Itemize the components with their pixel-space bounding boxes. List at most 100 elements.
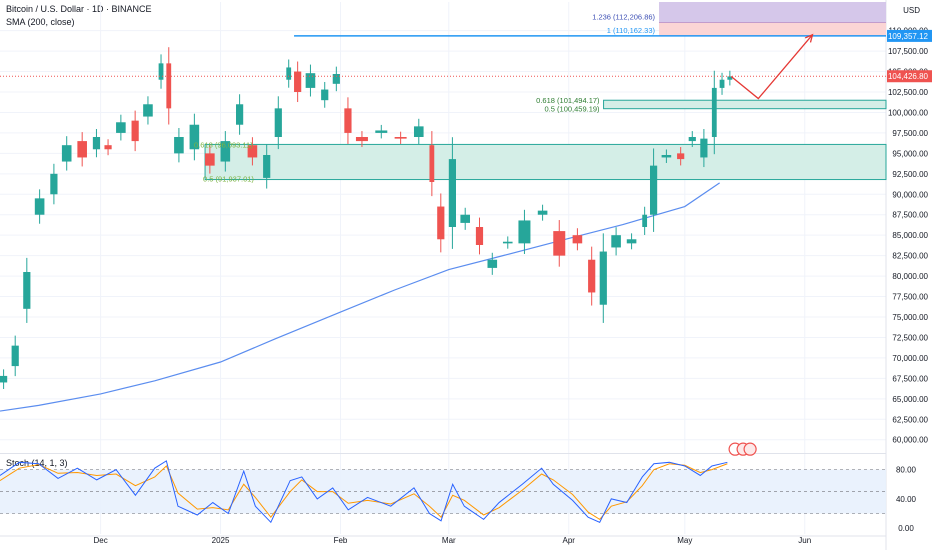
time-tick-label: May [677, 536, 692, 545]
candle-body [487, 259, 498, 268]
candle-body [537, 210, 548, 215]
candle-body [677, 153, 685, 160]
candle-body [553, 231, 566, 256]
fib-zone-label: 0.5 (91,937.01) [203, 174, 254, 183]
symbol-title: Bitcoin / U.S. Dollar · 1D · BINANCE [6, 4, 152, 14]
candle-body [649, 165, 658, 215]
candle-body [460, 214, 471, 223]
stoch-tick-label: 40.00 [896, 495, 917, 504]
price-axis[interactable]: 60,000.00 62,500.00 65,000.00 67,500.00 70,0… [887, 27, 932, 534]
fib-retracement-label: 0.5 (100,459.19) [545, 105, 601, 114]
candle-body [205, 153, 215, 166]
candle-body [61, 145, 72, 162]
fib-extension-label: 1 (110,162.33) [607, 26, 656, 35]
candles-layer [0, 47, 733, 389]
candle-body [305, 73, 316, 88]
candle-body [611, 235, 621, 248]
candle-body [166, 63, 172, 109]
candle-body [688, 137, 696, 142]
candle-body [247, 145, 258, 158]
candle-body [23, 272, 31, 309]
time-tick-label: Apr [563, 536, 576, 545]
time-axis[interactable]: Dec 2025 Feb Mar Apr May Jun [93, 536, 811, 545]
candle-body [263, 155, 271, 178]
candle-body [588, 259, 596, 293]
support-zone [204, 143, 887, 181]
price-tick-label: 65,000.00 [892, 395, 928, 404]
price-tick-label: 87,500.00 [892, 211, 928, 220]
fib-extension-label: 1.236 (112,206.86) [592, 12, 655, 21]
time-tick-label: Mar [442, 536, 456, 545]
candle-body [355, 137, 368, 142]
grid-lines [0, 0, 887, 550]
candle-body [448, 159, 456, 227]
time-tick-label: Jun [798, 536, 811, 545]
candle-body [34, 198, 45, 215]
time-tick-label: Dec [93, 536, 107, 545]
candle-body [727, 76, 733, 80]
event-badge-icon [743, 442, 757, 456]
stoch-tick-label: 80.00 [896, 466, 917, 475]
stoch-tick-label: 0.00 [898, 524, 914, 533]
current-price-badge [887, 70, 932, 83]
candle-body [719, 79, 725, 88]
price-tick-label: 85,000.00 [892, 231, 928, 240]
stoch-k-line [0, 460, 728, 524]
stoch-legend: Stoch (14, 1, 3) [6, 458, 68, 468]
candle-body [394, 137, 407, 139]
price-tick-label: 67,500.00 [892, 374, 928, 383]
candle-body [344, 108, 352, 133]
candle-body [437, 206, 445, 240]
stochastic-layer [0, 460, 886, 524]
annotations-layer: 1.236 (112,206.86) 1 (110,162.33) 0.618 (1… [0, 12, 886, 456]
price-tick-label: 95,000.00 [892, 149, 928, 158]
candle-body [143, 104, 153, 117]
candle-body [294, 71, 302, 92]
candle-body [236, 104, 244, 125]
candle-body [413, 126, 424, 137]
candle-body [174, 137, 184, 154]
price-tick-label: 107,500.00 [888, 47, 929, 56]
projection-arrow [730, 34, 813, 100]
candle-body [274, 108, 282, 137]
candle-body [375, 130, 388, 133]
candle-body [92, 137, 101, 150]
sma-200-line [0, 182, 720, 412]
candle-body [572, 235, 583, 244]
candle-body [332, 74, 340, 84]
candle-body [0, 375, 8, 383]
price-tick-label: 100,000.00 [888, 108, 929, 117]
candle-body [50, 173, 58, 195]
price-tick-label: 80,000.00 [892, 272, 928, 281]
zones-layer [204, 2, 887, 181]
price-tick-label: 75,000.00 [892, 313, 928, 322]
projection-arrowhead [804, 33, 814, 43]
candle-body [131, 120, 139, 142]
candle-body [286, 67, 292, 80]
candle-body [475, 227, 484, 245]
candle-body [599, 251, 607, 305]
candle-body [11, 345, 19, 367]
candle-body [220, 141, 231, 162]
price-tick-label: 92,500.00 [892, 170, 928, 179]
candle-body [429, 145, 435, 182]
currency-label: USD [903, 6, 920, 15]
price-tick-label: 60,000.00 [892, 436, 928, 445]
time-tick-label: Feb [334, 536, 348, 545]
candle-body [518, 220, 531, 244]
price-tick-label: 72,500.00 [892, 333, 928, 342]
price-tick-label: 97,500.00 [892, 129, 928, 138]
price-tick-label: 90,000.00 [892, 190, 928, 199]
time-tick-label: 2025 [212, 536, 230, 545]
price-tick-label: 62,500.00 [892, 415, 928, 424]
candle-body [77, 141, 87, 158]
fib-zone-label: 0.618 (96,093.11) [194, 140, 253, 149]
fib-retracement-label: 0.618 (101,494.17) [536, 96, 600, 105]
fib-extension-zone [659, 2, 886, 23]
price-tick-label: 82,500.00 [892, 252, 928, 261]
candle-body [158, 63, 164, 80]
candle-body [116, 122, 126, 133]
candle-body [189, 124, 200, 150]
candle-body [104, 145, 112, 150]
